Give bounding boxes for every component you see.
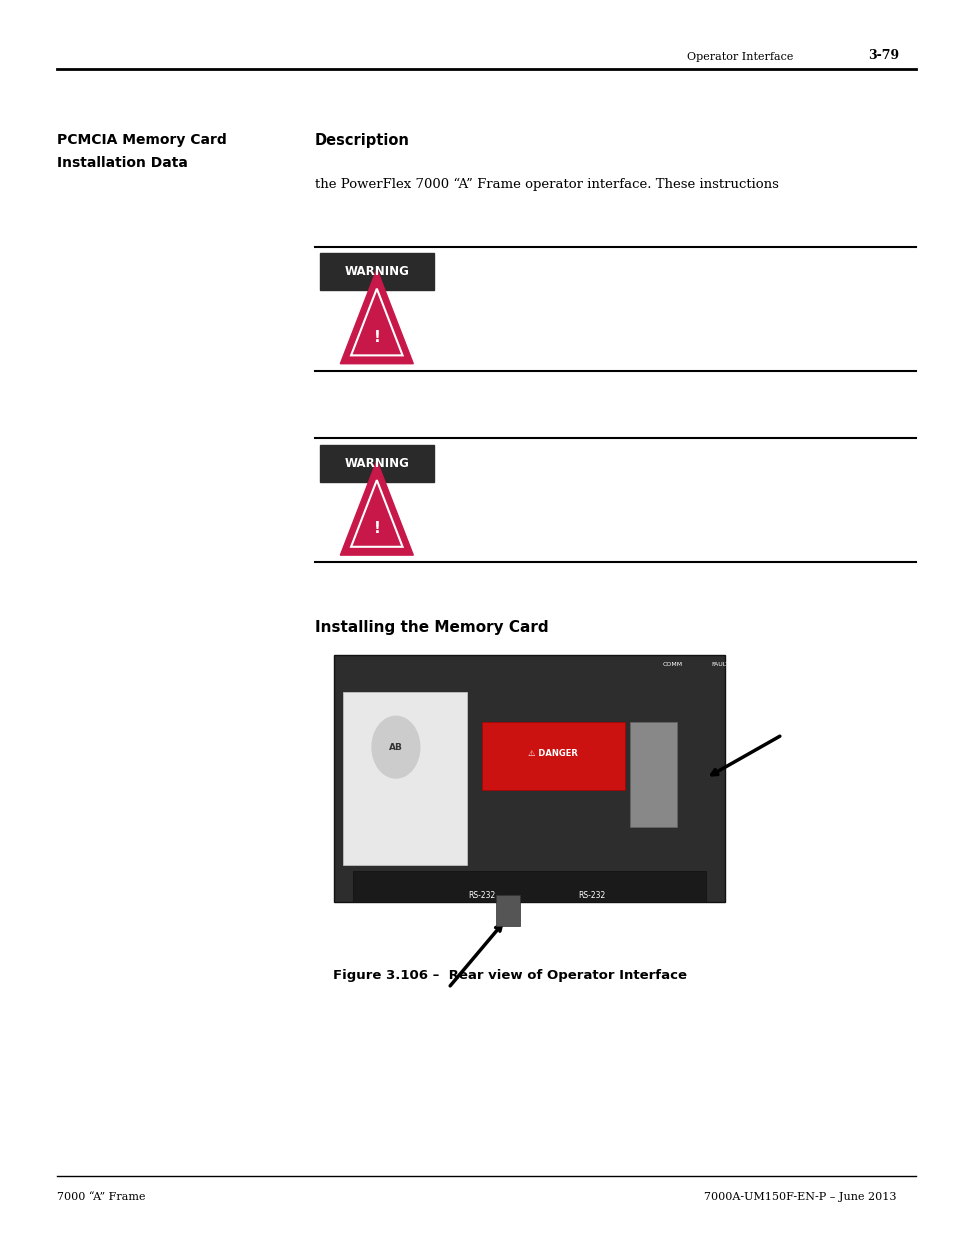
Circle shape bbox=[372, 716, 419, 778]
FancyBboxPatch shape bbox=[343, 692, 467, 864]
Text: AB: AB bbox=[389, 742, 402, 752]
Text: !: ! bbox=[373, 521, 380, 536]
Text: RS-232: RS-232 bbox=[468, 890, 495, 900]
FancyBboxPatch shape bbox=[319, 253, 434, 290]
Text: Operator Interface: Operator Interface bbox=[686, 52, 793, 62]
Text: 7000A-UM150F-EN-P – June 2013: 7000A-UM150F-EN-P – June 2013 bbox=[703, 1192, 896, 1202]
Text: RS-232: RS-232 bbox=[578, 890, 604, 900]
Text: Installing the Memory Card: Installing the Memory Card bbox=[314, 620, 548, 635]
FancyBboxPatch shape bbox=[496, 895, 519, 926]
FancyBboxPatch shape bbox=[319, 445, 434, 482]
Text: ⚠ DANGER: ⚠ DANGER bbox=[528, 748, 578, 758]
Text: COMM: COMM bbox=[661, 662, 682, 667]
FancyBboxPatch shape bbox=[353, 871, 705, 902]
Text: 3-79: 3-79 bbox=[867, 48, 899, 62]
Text: Figure 3.106 –  Rear view of Operator Interface: Figure 3.106 – Rear view of Operator Int… bbox=[333, 969, 687, 983]
Text: the PowerFlex 7000 “A” Frame operator interface. These instructions: the PowerFlex 7000 “A” Frame operator in… bbox=[314, 178, 778, 191]
Text: WARNING: WARNING bbox=[344, 266, 409, 278]
Text: Installation Data: Installation Data bbox=[57, 156, 188, 169]
Polygon shape bbox=[340, 461, 413, 556]
FancyBboxPatch shape bbox=[481, 722, 624, 790]
Text: Description: Description bbox=[314, 133, 409, 148]
Text: 7000 “A” Frame: 7000 “A” Frame bbox=[57, 1192, 146, 1202]
Text: !: ! bbox=[373, 330, 380, 345]
Text: FAULT: FAULT bbox=[710, 662, 729, 667]
FancyBboxPatch shape bbox=[334, 655, 724, 902]
Text: PCMCIA Memory Card: PCMCIA Memory Card bbox=[57, 133, 227, 147]
Text: WARNING: WARNING bbox=[344, 457, 409, 469]
Polygon shape bbox=[340, 269, 413, 363]
FancyBboxPatch shape bbox=[629, 722, 677, 827]
